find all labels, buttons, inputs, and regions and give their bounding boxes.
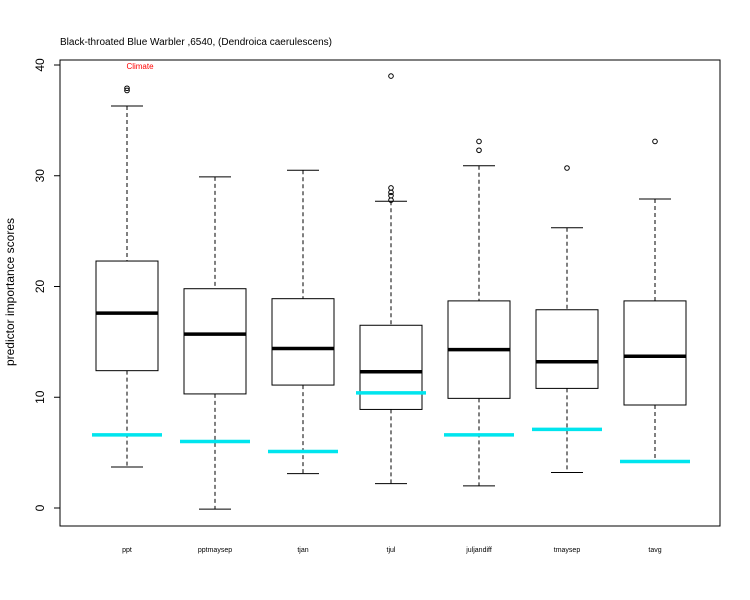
outlier-point [564, 165, 570, 171]
x-tick-label: ppt [122, 547, 132, 554]
box-tjul [356, 73, 426, 485]
box-iqr [535, 309, 599, 389]
y-tick-label: 30 [33, 169, 47, 183]
y-tick-label: 20 [33, 280, 47, 294]
boxplot-series [92, 73, 690, 510]
box-tavg [620, 138, 690, 464]
box-iqr [95, 260, 159, 372]
outlier-point [124, 85, 130, 92]
outlier-point [388, 192, 394, 199]
x-tick-label: tjul [387, 547, 396, 554]
plot-frame [59, 59, 721, 527]
box-iqr [183, 288, 247, 395]
box-iqr [359, 324, 423, 410]
outlier-point [476, 147, 482, 154]
box-iqr [623, 300, 687, 406]
y-axis-label: predictor importance scores [3, 218, 17, 366]
box-juljandiff [444, 138, 514, 487]
box-tjan [268, 169, 338, 475]
x-tick-label: tjan [297, 547, 308, 554]
y-tick-label: 0 [33, 504, 47, 511]
box-iqr [271, 298, 335, 386]
x-tick-label: pptmaysep [198, 547, 232, 554]
outlier-point [388, 73, 394, 79]
outlier-point [652, 138, 658, 145]
outlier-point [388, 189, 394, 196]
outlier-point [476, 138, 482, 145]
outlier-point [124, 87, 130, 94]
x-axis: ppt pptmaysep tjan tjul juljandiff tmaysep tav… [122, 547, 662, 554]
x-tick-label: tmaysep [554, 547, 581, 554]
y-tick-label: 10 [33, 390, 47, 404]
x-tick-label: juljandiff [465, 547, 492, 554]
box-tmaysep [532, 165, 602, 474]
box-pptmaysep [180, 176, 250, 510]
climate-annotation: Climate [126, 62, 154, 71]
chart-title: Black-throated Blue Warbler ,6540, (Dend… [60, 37, 332, 48]
y-axis: 0 10 20 30 40 [33, 58, 60, 511]
x-tick-label: tavg [648, 547, 661, 554]
outlier-point [388, 185, 394, 191]
box-ppt [92, 85, 162, 468]
y-tick-label: 40 [33, 58, 47, 72]
